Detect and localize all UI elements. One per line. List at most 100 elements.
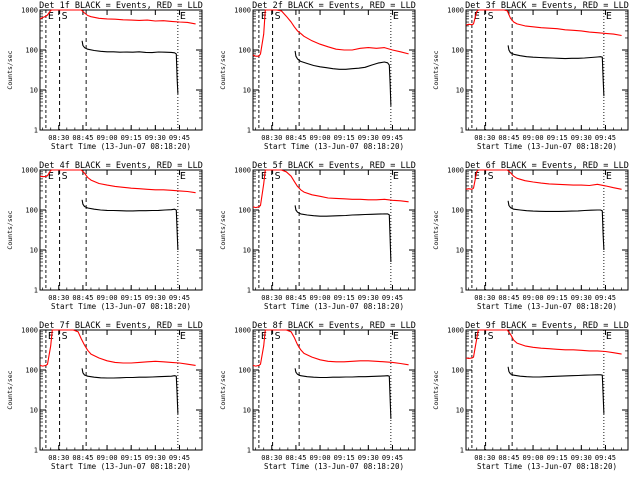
series-line-events xyxy=(507,366,605,414)
x-tick-label: 09:00 xyxy=(310,134,331,142)
x-tick-label: 09:00 xyxy=(523,454,544,462)
interval-marker: E xyxy=(180,171,186,182)
interval-marker: S xyxy=(488,171,494,182)
y-tick-label: 100 xyxy=(25,207,38,215)
series-line-lld xyxy=(39,169,196,194)
y-axis-label: Counts/sec xyxy=(6,50,14,89)
plot-frame xyxy=(39,329,203,451)
y-tick-label: 10 xyxy=(30,87,38,95)
y-tick-label: 1000 xyxy=(21,167,38,175)
panel-title: Det_7f BLACK = Events, RED = LLD xyxy=(39,321,203,331)
y-tick-label: 10 xyxy=(243,407,251,415)
series-line-events xyxy=(294,368,392,419)
interval-marker: E xyxy=(261,11,267,22)
y-tick-label: 10 xyxy=(456,87,464,95)
y-tick-label: 10 xyxy=(456,407,464,415)
x-tick-label: 08:30 xyxy=(48,134,69,142)
y-tick-label: 100 xyxy=(451,47,464,55)
x-tick-label: 08:45 xyxy=(498,134,519,142)
x-tick-label: 08:30 xyxy=(261,134,282,142)
x-tick-label: 09:45 xyxy=(169,134,190,142)
y-tick-label: 10 xyxy=(243,247,251,255)
interval-marker: E xyxy=(606,331,612,342)
x-tick-label: 08:30 xyxy=(48,294,69,302)
series-line-lld xyxy=(252,9,409,57)
series-line-events xyxy=(294,205,392,263)
series-line-lld xyxy=(465,169,622,190)
interval-marker: E xyxy=(261,331,267,342)
x-tick-label: 09:45 xyxy=(595,454,616,462)
x-axis-label: Start Time (13-Jun-07 08:18:20) xyxy=(51,462,191,471)
y-tick-label: 10 xyxy=(243,87,251,95)
interval-marker: E xyxy=(180,331,186,342)
x-tick-label: 08:30 xyxy=(48,454,69,462)
x-tick-label: 09:30 xyxy=(358,294,379,302)
panel-det-6: Det_6f BLACK = Events, RED = LLD 1 10 100 10… xyxy=(432,161,629,311)
x-tick-label: 09:45 xyxy=(169,294,190,302)
series-line-lld xyxy=(39,9,196,25)
series-line-events xyxy=(81,368,179,414)
interval-marker: E xyxy=(48,171,54,182)
y-tick-label: 10 xyxy=(456,247,464,255)
interval-marker: S xyxy=(488,331,494,342)
x-tick-label: 09:15 xyxy=(334,294,355,302)
y-tick-label: 100 xyxy=(25,47,38,55)
plot-frame xyxy=(465,329,629,451)
panel-title: Det_5f BLACK = Events, RED = LLD xyxy=(252,161,416,171)
y-tick-label: 1 xyxy=(460,127,464,135)
y-tick-label: 1 xyxy=(247,447,251,455)
x-tick-label: 09:15 xyxy=(334,134,355,142)
x-tick-label: 09:15 xyxy=(121,454,142,462)
x-tick-label: 08:45 xyxy=(285,134,306,142)
y-axis-label: Counts/sec xyxy=(219,50,227,89)
series-line-events xyxy=(81,40,179,94)
y-tick-label: 1000 xyxy=(447,167,464,175)
y-axis-label: Counts/sec xyxy=(219,370,227,409)
x-tick-label: 09:00 xyxy=(97,294,118,302)
interval-marker: S xyxy=(62,11,68,22)
x-axis-label: Start Time (13-Jun-07 08:18:20) xyxy=(264,462,404,471)
series-line-events xyxy=(81,199,179,251)
interval-marker: E xyxy=(606,171,612,182)
x-tick-label: 08:30 xyxy=(474,134,495,142)
panel-title: Det_3f BLACK = Events, RED = LLD xyxy=(465,1,629,11)
y-tick-label: 1 xyxy=(34,127,38,135)
y-tick-label: 1 xyxy=(34,447,38,455)
interval-marker: E xyxy=(48,11,54,22)
y-tick-label: 100 xyxy=(238,207,251,215)
plot-frame xyxy=(252,329,416,451)
y-axis-label: Counts/sec xyxy=(432,370,440,409)
y-tick-label: 100 xyxy=(451,367,464,375)
panel-det-4: Det_4f BLACK = Events, RED = LLD 1 10 100 10… xyxy=(6,161,203,311)
plot-frame xyxy=(39,9,203,131)
y-axis-label: Counts/sec xyxy=(6,210,14,249)
panel-det-2: Det_2f BLACK = Events, RED = LLD 1 10 100 10… xyxy=(219,1,416,151)
interval-marker: E xyxy=(474,171,480,182)
x-tick-label: 09:15 xyxy=(121,294,142,302)
y-tick-label: 1000 xyxy=(447,7,464,15)
y-tick-label: 100 xyxy=(238,47,251,55)
x-tick-label: 09:45 xyxy=(382,134,403,142)
panel-det-1: Det_1f BLACK = Events, RED = LLD 1 10 100 10… xyxy=(6,1,203,151)
x-tick-label: 09:00 xyxy=(97,134,118,142)
y-tick-label: 1 xyxy=(460,447,464,455)
x-tick-label: 09:00 xyxy=(523,294,544,302)
x-tick-label: 08:45 xyxy=(72,134,93,142)
panel-title: Det_2f BLACK = Events, RED = LLD xyxy=(252,1,416,11)
interval-marker: E xyxy=(48,331,54,342)
panel-title: Det_9f BLACK = Events, RED = LLD xyxy=(465,321,629,331)
series-line-lld xyxy=(252,169,409,209)
series-line-lld xyxy=(465,329,622,359)
panel-det-3: Det_3f BLACK = Events, RED = LLD 1 10 100 10… xyxy=(432,1,629,151)
y-tick-label: 100 xyxy=(25,367,38,375)
x-tick-label: 09:30 xyxy=(571,294,592,302)
plot-frame xyxy=(465,9,629,131)
x-tick-label: 09:00 xyxy=(97,454,118,462)
interval-marker: S xyxy=(62,171,68,182)
interval-marker: E xyxy=(474,11,480,22)
x-tick-label: 09:45 xyxy=(382,454,403,462)
panel-title: Det_8f BLACK = Events, RED = LLD xyxy=(252,321,416,331)
y-tick-label: 1000 xyxy=(234,327,251,335)
y-tick-label: 1000 xyxy=(234,167,251,175)
